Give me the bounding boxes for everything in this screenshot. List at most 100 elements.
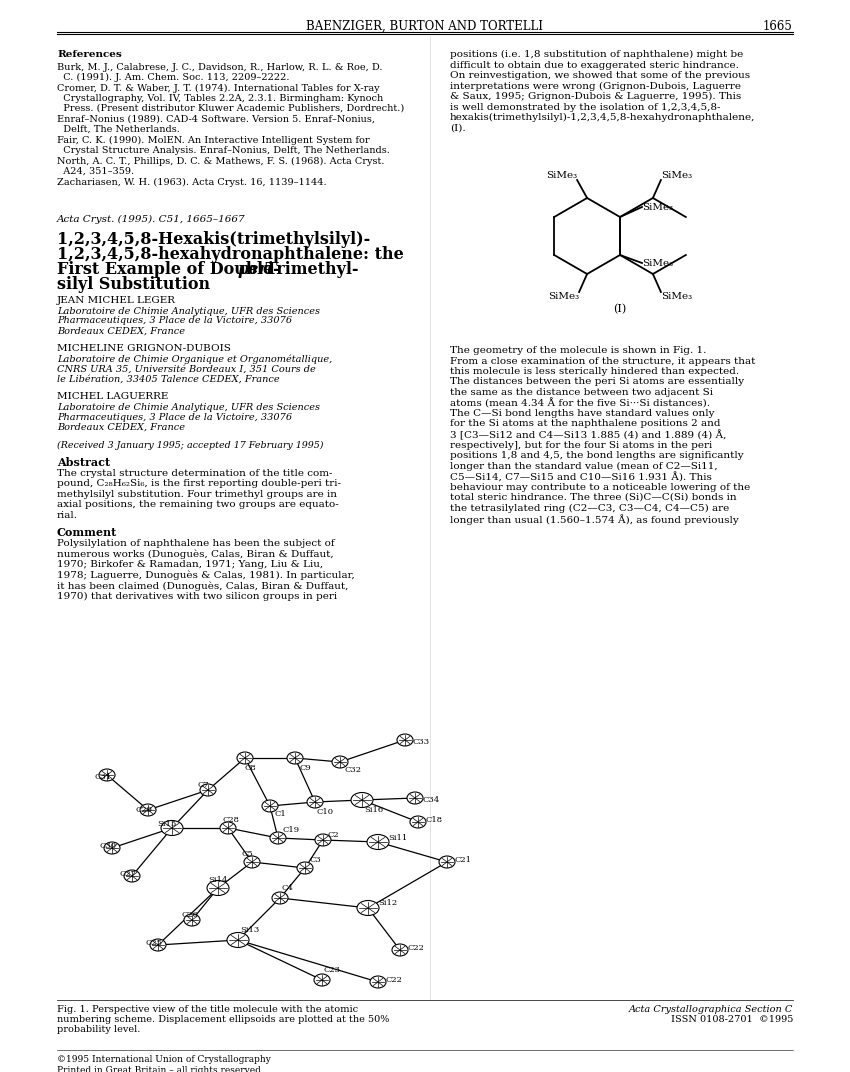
Text: 1970; Birkofer & Ramadan, 1971; Yang, Liu & Liu,: 1970; Birkofer & Ramadan, 1971; Yang, Li… bbox=[57, 561, 323, 569]
Text: Pharmaceutiques, 3 Place de la Victoire, 33076: Pharmaceutiques, 3 Place de la Victoire,… bbox=[57, 413, 292, 422]
Text: C30: C30 bbox=[100, 842, 117, 850]
Text: C31: C31 bbox=[95, 773, 112, 781]
Text: First Example of Double-: First Example of Double- bbox=[57, 260, 280, 278]
Text: SiMe₃: SiMe₃ bbox=[546, 172, 577, 180]
Ellipse shape bbox=[184, 914, 200, 926]
Text: 1,2,3,4,5,8-hexahydronaphthalene: the: 1,2,3,4,5,8-hexahydronaphthalene: the bbox=[57, 245, 404, 263]
Ellipse shape bbox=[99, 769, 115, 781]
Text: C5—Si14, C7—Si15 and C10—Si16 1.931 Å). This: C5—Si14, C7—Si15 and C10—Si16 1.931 Å). … bbox=[450, 472, 711, 482]
Text: numerous works (Dunoguès, Calas, Biran & Duffaut,: numerous works (Dunoguès, Calas, Biran &… bbox=[57, 550, 333, 560]
Text: Burk, M. J., Calabrese, J. C., Davidson, R., Harlow, R. L. & Roe, D.: Burk, M. J., Calabrese, J. C., Davidson,… bbox=[57, 63, 382, 72]
Text: methylsilyl substitution. Four trimethyl groups are in: methylsilyl substitution. Four trimethyl… bbox=[57, 490, 337, 498]
Ellipse shape bbox=[207, 880, 229, 895]
Text: C. (1991). J. Am. Chem. Soc. 113, 2209–2222.: C. (1991). J. Am. Chem. Soc. 113, 2209–2… bbox=[57, 73, 290, 81]
Text: Si13: Si13 bbox=[240, 926, 259, 934]
Text: longer than usual (1.560–1.574 Å), as found previously: longer than usual (1.560–1.574 Å), as fo… bbox=[450, 513, 739, 525]
Ellipse shape bbox=[351, 792, 373, 807]
Text: numbering scheme. Displacement ellipsoids are plotted at the 50%: numbering scheme. Displacement ellipsoid… bbox=[57, 1015, 389, 1024]
Text: C5: C5 bbox=[242, 850, 254, 858]
Text: BAENZIGER, BURTON AND TORTELLI: BAENZIGER, BURTON AND TORTELLI bbox=[307, 20, 543, 33]
Text: peri: peri bbox=[238, 260, 274, 278]
Text: for the Si atoms at the naphthalene positions 2 and: for the Si atoms at the naphthalene posi… bbox=[450, 419, 721, 429]
Ellipse shape bbox=[272, 892, 288, 904]
Text: 1970) that derivatives with two silicon groups in peri: 1970) that derivatives with two silicon … bbox=[57, 592, 337, 601]
Text: C21: C21 bbox=[455, 857, 472, 864]
Text: Abstract: Abstract bbox=[57, 457, 110, 467]
Text: C28: C28 bbox=[223, 816, 240, 824]
Text: C19: C19 bbox=[283, 827, 300, 834]
Text: Crystallography, Vol. IV, Tables 2.2A, 2.3.1. Birmingham: Kynoch: Crystallography, Vol. IV, Tables 2.2A, 2… bbox=[57, 94, 383, 103]
Ellipse shape bbox=[357, 900, 379, 915]
Text: (I): (I) bbox=[614, 304, 626, 314]
Text: Pharmaceutiques, 3 Place de la Victoire, 33076: Pharmaceutiques, 3 Place de la Victoire,… bbox=[57, 316, 292, 326]
Text: C22: C22 bbox=[408, 944, 425, 952]
Ellipse shape bbox=[307, 796, 323, 808]
Text: Laboratoire de Chimie Analytique, UFR des Sciences: Laboratoire de Chimie Analytique, UFR de… bbox=[57, 307, 320, 315]
Text: C2: C2 bbox=[328, 831, 340, 839]
Ellipse shape bbox=[220, 822, 236, 834]
Text: Si15: Si15 bbox=[157, 820, 176, 828]
Text: Si12: Si12 bbox=[378, 899, 397, 907]
Text: C33: C33 bbox=[413, 738, 430, 746]
Text: difficult to obtain due to exaggerated steric hindrance.: difficult to obtain due to exaggerated s… bbox=[450, 60, 739, 70]
Text: longer than the standard value (mean of C2—Si11,: longer than the standard value (mean of … bbox=[450, 462, 717, 471]
Text: (Received 3 January 1995; accepted 17 February 1995): (Received 3 January 1995; accepted 17 Fe… bbox=[57, 441, 324, 450]
Text: the tetrasilylated ring (C2—C3, C3—C4, C4—C5) are: the tetrasilylated ring (C2—C3, C3—C4, C… bbox=[450, 504, 729, 512]
Text: probability level.: probability level. bbox=[57, 1025, 140, 1034]
Ellipse shape bbox=[370, 976, 386, 988]
Text: On reinvestigation, we showed that some of the previous: On reinvestigation, we showed that some … bbox=[450, 71, 750, 80]
Text: C25: C25 bbox=[146, 939, 163, 947]
Text: axial positions, the remaining two groups are equato-: axial positions, the remaining two group… bbox=[57, 501, 339, 509]
Text: 1,2,3,4,5,8-Hexakis(trimethylsilyl)-: 1,2,3,4,5,8-Hexakis(trimethylsilyl)- bbox=[57, 230, 371, 248]
Ellipse shape bbox=[161, 820, 183, 835]
Ellipse shape bbox=[270, 832, 286, 844]
Ellipse shape bbox=[244, 857, 260, 868]
Text: 1665: 1665 bbox=[763, 20, 793, 33]
Ellipse shape bbox=[227, 933, 249, 948]
Text: pound, C₂₈H₆₂Si₆, is the first reporting double-peri tri-: pound, C₂₈H₆₂Si₆, is the first reporting… bbox=[57, 479, 341, 489]
Text: interpretations were wrong (Grignon-Dubois, Laguerre: interpretations were wrong (Grignon-Dubo… bbox=[450, 81, 741, 91]
Text: ©1995 International Union of Crystallography: ©1995 International Union of Crystallogr… bbox=[57, 1055, 271, 1064]
Text: JEAN MICHEL LEGER: JEAN MICHEL LEGER bbox=[57, 296, 176, 304]
Text: respectively], but for the four Si atoms in the peri: respectively], but for the four Si atoms… bbox=[450, 441, 712, 449]
Ellipse shape bbox=[410, 816, 426, 828]
Ellipse shape bbox=[287, 751, 303, 764]
Text: SiMe₃: SiMe₃ bbox=[642, 258, 673, 268]
Text: C23: C23 bbox=[324, 966, 341, 974]
Text: C9: C9 bbox=[300, 764, 312, 772]
Text: C34: C34 bbox=[423, 796, 440, 804]
Text: Comment: Comment bbox=[57, 527, 117, 538]
Text: A24, 351–359.: A24, 351–359. bbox=[57, 167, 134, 176]
Text: Bordeaux CEDEX, France: Bordeaux CEDEX, France bbox=[57, 423, 185, 432]
Text: References: References bbox=[57, 50, 122, 59]
Text: SiMe₃: SiMe₃ bbox=[642, 203, 673, 211]
Text: Trimethyl-: Trimethyl- bbox=[260, 260, 359, 278]
Ellipse shape bbox=[150, 939, 166, 951]
Ellipse shape bbox=[262, 800, 278, 812]
Text: (I).: (I). bbox=[450, 123, 466, 133]
Text: rial.: rial. bbox=[57, 510, 78, 520]
Text: C3: C3 bbox=[310, 857, 322, 864]
Text: Acta Crystallographica Section C: Acta Crystallographica Section C bbox=[629, 1006, 793, 1014]
Ellipse shape bbox=[407, 792, 423, 804]
Text: C4: C4 bbox=[282, 884, 294, 892]
Text: C22: C22 bbox=[386, 976, 403, 984]
Text: is well demonstrated by the isolation of 1,2,3,4,5,8-: is well demonstrated by the isolation of… bbox=[450, 103, 721, 111]
Text: C26: C26 bbox=[182, 911, 199, 919]
Text: behaviour may contribute to a noticeable lowering of the: behaviour may contribute to a noticeable… bbox=[450, 482, 751, 491]
Text: the same as the distance between two adjacent Si: the same as the distance between two adj… bbox=[450, 388, 713, 397]
Ellipse shape bbox=[104, 842, 120, 854]
Ellipse shape bbox=[439, 857, 455, 868]
Text: MICHELINE GRIGNON-DUBOIS: MICHELINE GRIGNON-DUBOIS bbox=[57, 344, 231, 353]
Text: silyl Substitution: silyl Substitution bbox=[57, 276, 210, 293]
Text: Delft, The Netherlands.: Delft, The Netherlands. bbox=[57, 124, 180, 134]
Text: CNRS URA 35, Université Bordeaux I, 351 Cours de: CNRS URA 35, Université Bordeaux I, 351 … bbox=[57, 364, 315, 374]
Text: & Saux, 1995; Grignon-Dubois & Laguerre, 1995). This: & Saux, 1995; Grignon-Dubois & Laguerre,… bbox=[450, 92, 741, 101]
Text: Fig. 1. Perspective view of the title molecule with the atomic: Fig. 1. Perspective view of the title mo… bbox=[57, 1006, 358, 1014]
Text: this molecule is less sterically hindered than expected.: this molecule is less sterically hindere… bbox=[450, 367, 740, 376]
Text: North, A. C. T., Phillips, D. C. & Mathews, F. S. (1968). Acta Cryst.: North, A. C. T., Phillips, D. C. & Mathe… bbox=[57, 158, 384, 166]
Text: SiMe₃: SiMe₃ bbox=[661, 292, 692, 301]
Ellipse shape bbox=[124, 870, 140, 882]
Ellipse shape bbox=[297, 862, 313, 874]
Text: C32: C32 bbox=[345, 766, 362, 774]
